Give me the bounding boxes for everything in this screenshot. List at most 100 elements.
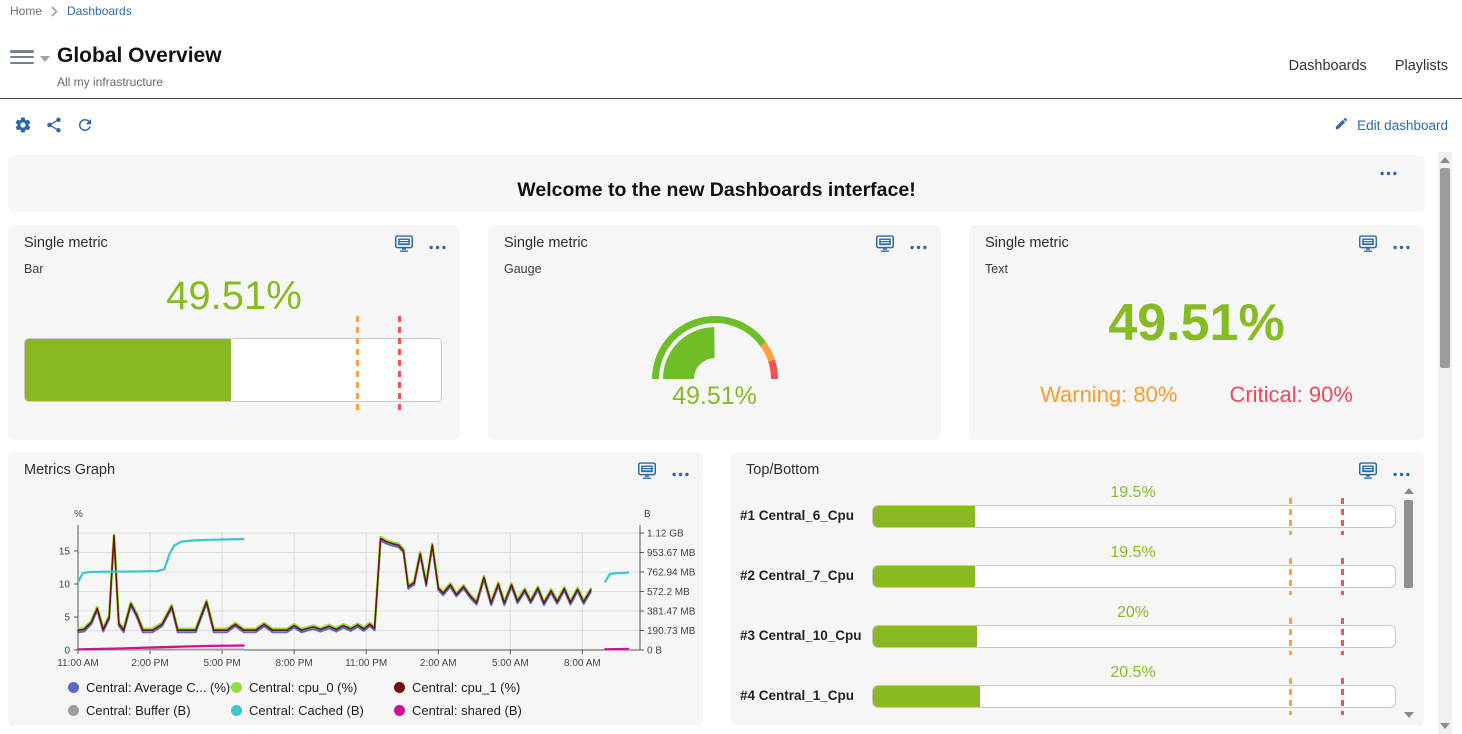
svg-text:2:00 PM: 2:00 PM xyxy=(131,658,168,669)
bar-fill xyxy=(873,506,975,527)
page-title: Global Overview xyxy=(57,44,222,67)
svg-text:15: 15 xyxy=(59,547,71,558)
panel-scrollbar[interactable] xyxy=(1404,488,1414,718)
bar-fill xyxy=(873,626,978,647)
edit-dashboard-button[interactable]: Edit dashboard xyxy=(1334,116,1448,134)
svg-text:5: 5 xyxy=(64,613,70,624)
svg-text:5:00 AM: 5:00 AM xyxy=(492,658,529,669)
legend-color-dot xyxy=(231,682,242,693)
svg-text:0: 0 xyxy=(64,646,70,657)
critical-threshold-label: Critical: 90% xyxy=(1229,382,1353,407)
ellipsis-icon[interactable] xyxy=(1393,464,1410,482)
caret-down-icon[interactable] xyxy=(40,56,50,62)
chevron-right-icon xyxy=(51,5,58,17)
tab-playlists[interactable]: Playlists xyxy=(1394,58,1448,74)
scroll-down-arrow[interactable] xyxy=(1404,712,1414,718)
metric-bar xyxy=(872,678,1396,715)
panel-title: Metrics Graph xyxy=(24,462,116,478)
svg-text:B: B xyxy=(644,509,651,520)
warning-threshold-line xyxy=(1289,498,1293,535)
tab-dashboards[interactable]: Dashboards xyxy=(1288,58,1367,74)
metric-value: 49.51% xyxy=(1108,294,1285,352)
svg-text:190.73 MB: 190.73 MB xyxy=(647,626,696,637)
gear-icon[interactable] xyxy=(14,116,32,134)
svg-text:2:00 AM: 2:00 AM xyxy=(420,658,457,669)
metric-subtitle: Gauge xyxy=(504,262,542,276)
warning-threshold-line xyxy=(1289,558,1293,595)
refresh-icon[interactable] xyxy=(76,116,94,134)
single-metric-text-panel: Single metric Text 49.51% Warning: 80% C… xyxy=(969,225,1424,440)
warning-threshold-line xyxy=(1289,678,1293,715)
scroll-down-arrow[interactable] xyxy=(1440,723,1450,729)
ellipsis-icon[interactable] xyxy=(672,464,689,482)
breadcrumb-current-link[interactable]: Dashboards xyxy=(67,4,132,18)
legend-color-dot xyxy=(68,705,79,716)
bar-category-label: #1 Central_6_Cpu xyxy=(740,508,855,523)
svg-text:762.94 MB: 762.94 MB xyxy=(647,568,696,579)
bar-category-label: #3 Central_10_Cpu xyxy=(740,628,862,643)
panel-title: Single metric xyxy=(24,235,108,251)
legend-item[interactable]: Central: cpu_1 (%) xyxy=(394,680,522,695)
display-icon[interactable] xyxy=(394,234,414,258)
pencil-icon xyxy=(1334,116,1349,134)
share-icon[interactable] xyxy=(45,116,63,134)
legend-item[interactable]: Central: shared (B) xyxy=(394,703,522,718)
breadcrumb: Home Dashboards xyxy=(10,4,132,18)
metric-subtitle: Bar xyxy=(24,262,44,276)
ellipsis-icon[interactable] xyxy=(1393,237,1410,255)
svg-text:0 B: 0 B xyxy=(647,646,662,657)
bar-fill xyxy=(873,686,980,707)
panel-title: Top/Bottom xyxy=(746,462,820,478)
ellipsis-icon[interactable] xyxy=(1380,163,1397,181)
metrics-graph-panel: Metrics Graph 11:00 AM 2:00 PM 5:00 PM 8:00… xyxy=(8,452,703,726)
page-scrollbar[interactable] xyxy=(1438,152,1452,734)
welcome-banner-title: Welcome to the new Dashboards interface! xyxy=(517,179,916,201)
critical-threshold-line xyxy=(1341,618,1345,655)
ellipsis-icon[interactable] xyxy=(910,237,927,255)
bar-fill xyxy=(873,566,975,587)
legend-item[interactable]: Central: Cached (B) xyxy=(231,703,394,718)
critical-threshold-line xyxy=(1341,558,1345,595)
top-bottom-row: 20% #3 Central_10_Cpu xyxy=(740,604,1396,664)
legend-label: Central: Average C... (%) xyxy=(86,680,231,695)
critical-threshold-line xyxy=(397,316,401,412)
hamburger-menu-icon[interactable] xyxy=(10,50,34,66)
top-bottom-rows: 19.5% #1 Central_6_Cpu 19.5% #2 Central_7_C… xyxy=(740,484,1396,724)
svg-text:572.2 MB: 572.2 MB xyxy=(647,587,690,598)
warning-threshold-line xyxy=(1289,618,1293,655)
single-metric-bar-panel: Single metric Bar 49.51% xyxy=(8,225,460,440)
svg-text:11:00 PM: 11:00 PM xyxy=(345,658,387,669)
bar-value-label: 19.5% xyxy=(1110,484,1156,501)
display-icon[interactable] xyxy=(637,461,657,485)
svg-text:953.67 MB: 953.67 MB xyxy=(647,548,696,559)
gauge-chart xyxy=(652,315,778,379)
svg-text:8:00 PM: 8:00 PM xyxy=(276,658,313,669)
display-icon[interactable] xyxy=(875,234,895,258)
svg-text:11:00 AM: 11:00 AM xyxy=(57,658,99,669)
legend-item[interactable]: Central: Buffer (B) xyxy=(68,703,231,718)
top-bottom-row: 19.5% #1 Central_6_Cpu xyxy=(740,484,1396,544)
scroll-up-arrow[interactable] xyxy=(1440,157,1450,163)
display-icon[interactable] xyxy=(1358,461,1378,485)
legend-item[interactable]: Central: cpu_0 (%) xyxy=(231,680,394,695)
scrollbar-thumb[interactable] xyxy=(1440,168,1450,368)
breadcrumb-home-link[interactable]: Home xyxy=(10,4,43,18)
display-icon[interactable] xyxy=(1358,234,1378,258)
scroll-up-arrow[interactable] xyxy=(1404,488,1414,494)
top-bottom-row: 20.5% #4 Central_1_Cpu xyxy=(740,664,1396,724)
panel-title: Single metric xyxy=(985,235,1069,251)
svg-text:381.47 MB: 381.47 MB xyxy=(647,607,696,618)
warning-threshold-line xyxy=(356,316,360,412)
chart-legend: Central: Average C... (%) Central: cpu_0 … xyxy=(68,680,522,718)
bar-value-label: 20% xyxy=(1116,604,1150,621)
critical-threshold-line xyxy=(1341,678,1345,715)
ellipsis-icon[interactable] xyxy=(429,237,446,255)
panel-title: Single metric xyxy=(504,235,588,251)
legend-color-dot xyxy=(68,682,79,693)
scrollbar-thumb[interactable] xyxy=(1404,500,1413,588)
legend-item[interactable]: Central: Average C... (%) xyxy=(68,680,231,695)
legend-label: Central: shared (B) xyxy=(412,703,522,718)
critical-threshold-line xyxy=(1341,498,1345,535)
legend-label: Central: Buffer (B) xyxy=(86,703,191,718)
